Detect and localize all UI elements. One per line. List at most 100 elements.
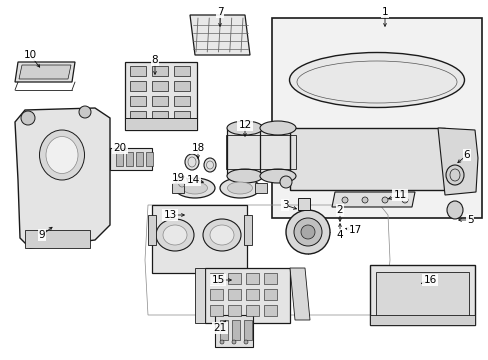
Ellipse shape xyxy=(156,219,194,251)
Ellipse shape xyxy=(260,121,295,135)
Circle shape xyxy=(401,197,407,203)
Circle shape xyxy=(21,111,35,125)
Bar xyxy=(289,128,444,190)
Bar xyxy=(130,81,146,91)
Ellipse shape xyxy=(46,136,78,174)
Bar xyxy=(245,273,259,284)
Text: 4: 4 xyxy=(336,230,343,240)
Text: 10: 10 xyxy=(23,50,37,60)
Ellipse shape xyxy=(226,169,263,183)
Bar xyxy=(226,128,263,176)
Bar xyxy=(130,111,146,121)
Circle shape xyxy=(301,225,314,239)
Bar xyxy=(174,96,190,106)
Bar xyxy=(245,289,259,300)
Bar xyxy=(369,265,474,325)
Polygon shape xyxy=(19,65,71,79)
Polygon shape xyxy=(25,230,90,248)
Text: 7: 7 xyxy=(216,7,223,17)
Text: 12: 12 xyxy=(238,120,251,130)
Text: 5: 5 xyxy=(466,215,472,225)
Text: 20: 20 xyxy=(113,143,126,153)
Ellipse shape xyxy=(203,158,216,172)
Bar xyxy=(136,152,142,166)
Polygon shape xyxy=(190,15,249,55)
Ellipse shape xyxy=(203,219,241,251)
Bar xyxy=(227,305,241,316)
Bar xyxy=(227,289,241,300)
Bar xyxy=(174,111,190,121)
Text: 3: 3 xyxy=(281,200,288,210)
Bar xyxy=(152,96,168,106)
Bar xyxy=(130,96,146,106)
Bar xyxy=(152,111,168,121)
Bar xyxy=(130,66,146,76)
Circle shape xyxy=(293,218,321,246)
Text: 6: 6 xyxy=(463,150,469,160)
Bar xyxy=(215,315,252,347)
Text: 21: 21 xyxy=(213,323,226,333)
Bar xyxy=(209,273,223,284)
Bar xyxy=(125,118,197,130)
Bar xyxy=(254,183,266,193)
Bar xyxy=(172,183,183,193)
Bar xyxy=(204,268,289,323)
Bar xyxy=(375,272,468,318)
Bar xyxy=(110,148,152,170)
Text: 9: 9 xyxy=(39,230,45,240)
Circle shape xyxy=(280,176,291,188)
Circle shape xyxy=(244,340,247,344)
Bar xyxy=(116,152,123,166)
Bar xyxy=(209,289,223,300)
Ellipse shape xyxy=(184,154,199,170)
Bar xyxy=(126,152,133,166)
Ellipse shape xyxy=(445,165,463,185)
Ellipse shape xyxy=(226,121,263,135)
Ellipse shape xyxy=(209,225,234,245)
Text: 14: 14 xyxy=(186,175,199,185)
Bar xyxy=(220,320,227,340)
Polygon shape xyxy=(195,268,204,323)
Bar xyxy=(260,128,295,176)
Polygon shape xyxy=(369,315,474,325)
Bar xyxy=(225,135,295,169)
Circle shape xyxy=(381,197,387,203)
Bar xyxy=(146,152,153,166)
Bar xyxy=(271,18,481,218)
Circle shape xyxy=(361,197,367,203)
Bar xyxy=(152,66,168,76)
Bar xyxy=(264,273,276,284)
Bar xyxy=(227,273,241,284)
Ellipse shape xyxy=(289,53,464,108)
Bar xyxy=(174,66,190,76)
Bar xyxy=(264,305,276,316)
Polygon shape xyxy=(289,268,309,320)
Ellipse shape xyxy=(227,182,252,194)
Polygon shape xyxy=(15,108,110,248)
Text: 2: 2 xyxy=(336,205,343,215)
Text: 19: 19 xyxy=(171,173,184,183)
Bar xyxy=(152,205,246,273)
Bar xyxy=(244,215,251,245)
Circle shape xyxy=(231,340,236,344)
Polygon shape xyxy=(437,128,477,195)
Ellipse shape xyxy=(220,178,260,198)
Polygon shape xyxy=(15,62,75,82)
Bar xyxy=(148,215,156,245)
Bar xyxy=(209,305,223,316)
Bar xyxy=(244,320,251,340)
Text: 16: 16 xyxy=(423,275,436,285)
Text: 1: 1 xyxy=(381,7,387,17)
Text: 15: 15 xyxy=(211,275,224,285)
Bar xyxy=(264,289,276,300)
Text: 13: 13 xyxy=(163,210,176,220)
Ellipse shape xyxy=(175,178,215,198)
Ellipse shape xyxy=(182,182,207,194)
Circle shape xyxy=(341,197,347,203)
Ellipse shape xyxy=(40,130,84,180)
Text: 18: 18 xyxy=(191,143,204,153)
Bar xyxy=(231,320,240,340)
Circle shape xyxy=(285,210,329,254)
Bar xyxy=(152,81,168,91)
Text: 17: 17 xyxy=(347,225,361,235)
